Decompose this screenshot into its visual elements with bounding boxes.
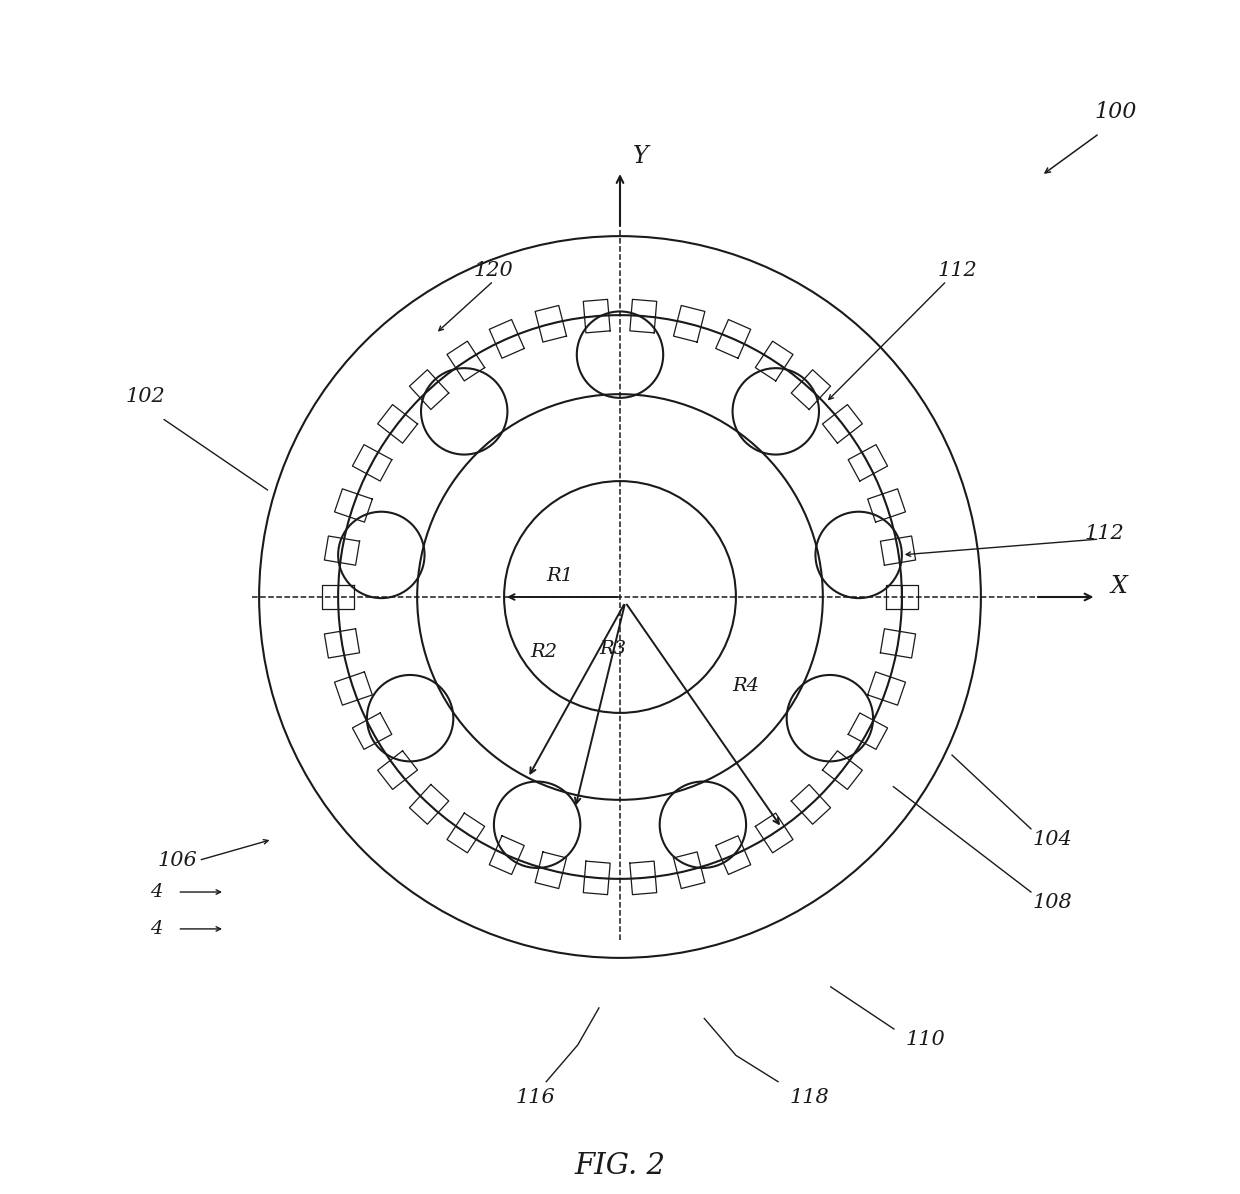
Text: 112: 112 <box>937 260 977 279</box>
Text: 4: 4 <box>150 884 162 901</box>
Text: R3: R3 <box>599 640 626 658</box>
Text: 110: 110 <box>905 1030 945 1050</box>
Text: 118: 118 <box>790 1088 830 1107</box>
Text: 108: 108 <box>1032 893 1071 912</box>
Text: 100: 100 <box>1094 101 1136 123</box>
Text: 106: 106 <box>157 851 197 870</box>
Text: 104: 104 <box>1032 830 1071 849</box>
Text: R4: R4 <box>733 677 760 695</box>
Text: 112: 112 <box>1085 524 1125 543</box>
Text: R2: R2 <box>531 644 558 661</box>
Text: X: X <box>1111 576 1127 598</box>
Text: 102: 102 <box>126 387 166 406</box>
Text: FIG. 2: FIG. 2 <box>574 1152 666 1180</box>
Text: R1: R1 <box>547 567 573 585</box>
Text: 116: 116 <box>516 1088 556 1107</box>
Text: 120: 120 <box>474 260 513 279</box>
Text: 4: 4 <box>150 919 162 938</box>
Text: Y: Y <box>634 146 649 168</box>
